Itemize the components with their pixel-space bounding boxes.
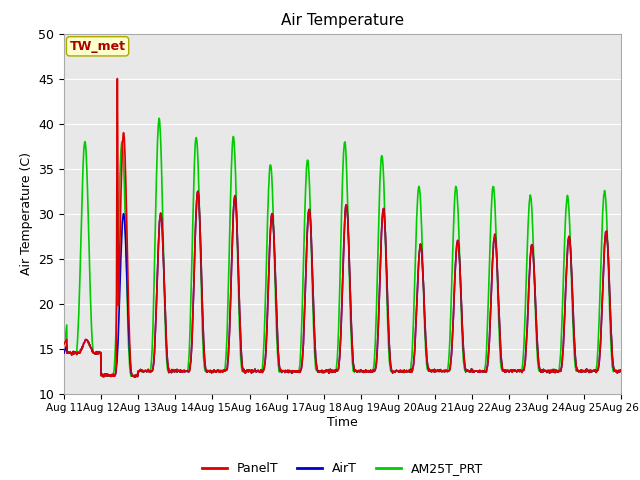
PanelT (60, 341, 68, 347)
PanelT (113, 76, 121, 82)
AM25T_PRT (131, 374, 139, 380)
Legend: PanelT, AirT, AM25T_PRT: PanelT, AirT, AM25T_PRT (196, 457, 488, 480)
Text: TW_met: TW_met (70, 40, 125, 53)
AirT (551, 370, 559, 375)
PanelT (171, 367, 179, 373)
AirT (60, 350, 68, 356)
AirT (171, 369, 179, 375)
AM25T_PRT (185, 360, 193, 366)
AM25T_PRT (156, 115, 163, 121)
Y-axis label: Air Temperature (C): Air Temperature (C) (20, 152, 33, 275)
PanelT (185, 368, 193, 374)
PanelT (502, 369, 510, 375)
AM25T_PRT (551, 370, 559, 375)
AirT (429, 368, 437, 374)
AirT (502, 369, 510, 375)
Line: AirT: AirT (64, 192, 620, 377)
AM25T_PRT (429, 368, 437, 374)
PanelT (616, 367, 624, 373)
PanelT (131, 374, 139, 380)
AirT (247, 369, 255, 374)
AM25T_PRT (247, 369, 255, 374)
AM25T_PRT (171, 367, 179, 373)
PanelT (247, 369, 255, 374)
AM25T_PRT (60, 346, 68, 351)
X-axis label: Time: Time (327, 416, 358, 429)
AM25T_PRT (616, 367, 624, 373)
Line: AM25T_PRT: AM25T_PRT (64, 118, 620, 377)
AM25T_PRT (502, 369, 510, 375)
AirT (131, 374, 139, 380)
AirT (616, 367, 624, 373)
Line: PanelT: PanelT (64, 79, 620, 377)
PanelT (551, 370, 559, 375)
PanelT (429, 368, 437, 374)
AirT (184, 369, 192, 374)
Title: Air Temperature: Air Temperature (281, 13, 404, 28)
AirT (194, 189, 202, 194)
